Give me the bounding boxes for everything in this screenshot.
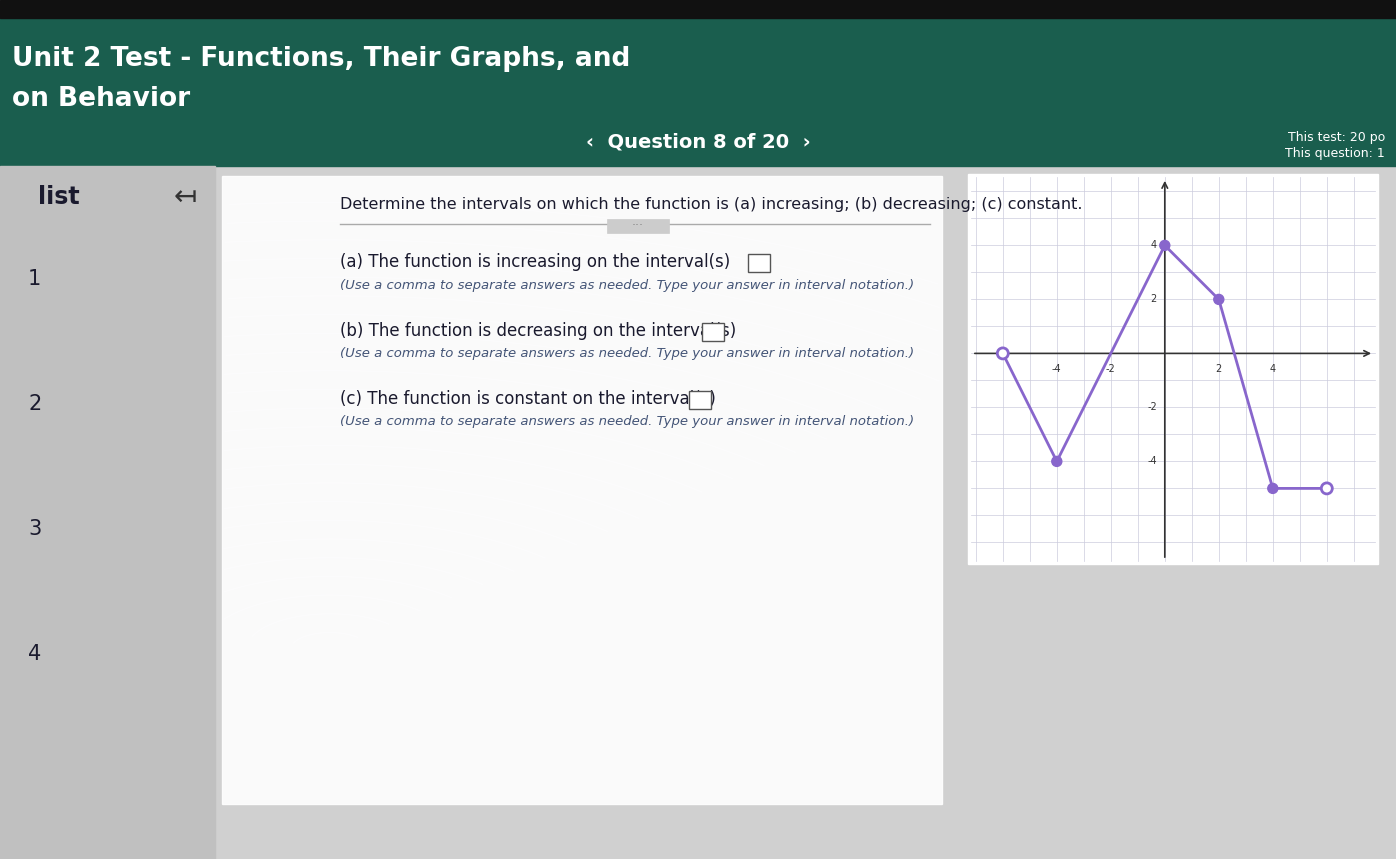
Bar (222, 176, 942, 804)
Text: (c) The function is constant on the interval(s): (c) The function is constant on the inte… (341, 390, 716, 408)
Circle shape (1160, 241, 1170, 251)
Text: ↤: ↤ (173, 183, 197, 211)
Text: 1: 1 (28, 269, 42, 289)
Circle shape (1213, 295, 1224, 304)
Text: 4: 4 (28, 644, 42, 664)
Text: Determine the intervals on which the function is (a) increasing; (b) decreasing;: Determine the intervals on which the fun… (341, 197, 1082, 211)
Text: 2: 2 (1216, 364, 1222, 375)
Bar (967, 174, 1378, 564)
Text: -4: -4 (1148, 456, 1157, 466)
Text: -4: -4 (1053, 364, 1061, 375)
Text: -2: -2 (1148, 402, 1157, 412)
Circle shape (1268, 484, 1277, 493)
Text: 4: 4 (1270, 364, 1276, 375)
Text: 2: 2 (28, 394, 42, 414)
Bar (607, 219, 669, 233)
Text: (a) The function is increasing on the interval(s): (a) The function is increasing on the in… (341, 253, 730, 271)
Text: 2: 2 (1150, 295, 1157, 304)
Text: (Use a comma to separate answers as needed. Type your answer in interval notatio: (Use a comma to separate answers as need… (341, 416, 914, 429)
Circle shape (1321, 483, 1332, 494)
Text: (Use a comma to separate answers as needed. Type your answer in interval notatio: (Use a comma to separate answers as need… (341, 279, 914, 293)
Bar (0, 0, 1396, 18)
Bar (0, 166, 215, 859)
Bar (0, 166, 1396, 859)
Bar (0, 18, 1396, 118)
Text: ···: ··· (632, 220, 644, 233)
Text: Unit 2 Test - Functions, Their Graphs, and: Unit 2 Test - Functions, Their Graphs, a… (13, 46, 631, 72)
Text: 4: 4 (1150, 241, 1157, 251)
Circle shape (997, 348, 1008, 359)
Text: 3: 3 (28, 519, 42, 539)
Text: list: list (38, 185, 80, 209)
Text: This question: 1: This question: 1 (1286, 147, 1385, 160)
Text: -2: -2 (1106, 364, 1115, 375)
Bar (748, 254, 771, 272)
Text: This test: 20 po: This test: 20 po (1287, 131, 1385, 143)
Text: ‹  Question 8 of 20  ›: ‹ Question 8 of 20 › (586, 132, 810, 151)
Text: (Use a comma to separate answers as needed. Type your answer in interval notatio: (Use a comma to separate answers as need… (341, 348, 914, 361)
Circle shape (1051, 456, 1062, 466)
Text: on Behavior: on Behavior (13, 86, 190, 112)
Bar (702, 323, 725, 341)
Text: (b) The function is decreasing on the interval(s): (b) The function is decreasing on the in… (341, 322, 736, 340)
Bar (690, 391, 711, 409)
Bar (0, 118, 1396, 166)
